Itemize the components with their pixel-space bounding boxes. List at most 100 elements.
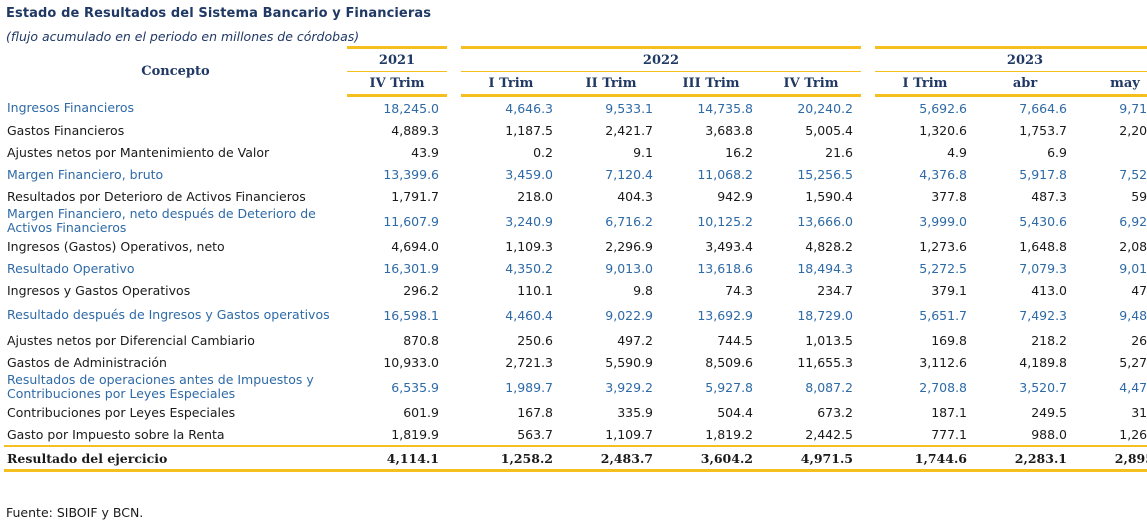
value-cell: 3,459.0 [505,166,553,182]
value-cell: 1,187.5 [505,122,553,138]
report-title: Estado de Resultados del Sistema Bancari… [6,6,432,21]
column-gap [861,235,875,257]
value-cell: 1,753.7 [1019,122,1067,138]
value-cell: 1,819.9 [391,426,439,442]
table-row: Margen Financiero, neto después de Deter… [4,207,1147,235]
year-header-row: Concepto 2021 2022 2023 [4,46,1147,79]
table-row: Ingresos y Gastos Operativos 296.2 110.1 9.… [4,279,1147,301]
column-gap [447,207,461,235]
quarter-header: I Trim [461,71,561,97]
concepto-header: Concepto [141,64,210,79]
value-cell: 3,604.2 [661,445,761,472]
quarter-header: IV Trim [347,71,447,97]
value-cell: 169.8 [931,332,967,348]
value-cell: 18,245.0 [383,100,439,116]
value-cell: 7,079.3 [1019,260,1067,276]
value-cell: 2,421.7 [605,122,653,138]
value-cell: 4,694.0 [391,238,439,254]
column-gap [861,96,875,120]
report-subtitle: (flujo acumulado en el periodo en millon… [6,29,360,44]
table-row: Ajustes netos por Mantenimiento de Valor… [4,141,1147,163]
value-cell: 379.1 [931,282,967,298]
value-cell: 18,729.0 [797,307,853,323]
value-cell: 110.1 [517,282,553,298]
value-cell: 1,273.6 [919,238,967,254]
value-cell: 7,492.3 [1019,307,1067,323]
value-cell: 5,692.6 [919,100,967,116]
value-cell: 5,430.6 [1019,213,1067,229]
row-label: Ingresos Financieros [7,99,135,115]
table-row: Gastos de Administración 10,933.0 2,721.3 5… [4,351,1147,373]
value-cell: 4,460.4 [505,307,553,323]
value-cell: 2,895.2 [1075,445,1147,472]
value-cell: 4,350.2 [505,260,553,276]
column-gap [447,279,461,301]
value-cell: 2,442.5 [805,426,853,442]
quarter-header-row: IV Trim I Trim II Trim III Trim IV Trim … [4,71,1147,97]
value-cell: 4,646.3 [505,100,553,116]
value-cell: 249.5 [1031,404,1067,420]
table-row: Ingresos Financieros 18,245.0 4,646.3 9,533… [4,96,1147,120]
value-cell: 777.1 [931,426,967,442]
column-gap [861,329,875,351]
value-cell: 594.3 [1131,188,1147,204]
value-cell: 1,109.7 [605,426,653,442]
value-cell: 11,655.3 [797,354,853,370]
row-label: Ingresos y Gastos Operativos [7,282,191,298]
value-cell: 296.2 [403,282,439,298]
value-cell: 1,109.3 [505,238,553,254]
quarter-header: II Trim [561,71,661,97]
value-cell: 4.9 [947,144,967,160]
quarter-header: I Trim [875,71,975,97]
quarter-header: may [1075,71,1147,97]
value-cell: 6.9 [1047,144,1067,160]
value-cell: 2,207.2 [1119,122,1147,138]
value-cell: 2,084.8 [1119,238,1147,254]
value-cell: 3,493.4 [705,238,753,254]
value-cell: 3,240.9 [505,213,553,229]
year-2021-header: 2021 [347,46,447,72]
column-gap [861,423,875,446]
value-cell: 6,926.0 [1119,213,1147,229]
column-gap [861,401,875,423]
value-cell: 1,320.6 [919,122,967,138]
quarter-header: IV Trim [761,71,861,97]
row-label: Resultados de operaciones antes de Impue… [7,373,314,401]
value-cell: 5,272.9 [1119,354,1147,370]
value-cell: 1,013.5 [805,332,853,348]
value-cell: 988.0 [1031,426,1067,442]
column-gap [861,141,875,163]
value-cell: 6,535.9 [391,379,439,395]
value-cell: 4,475.5 [1119,379,1147,395]
value-cell: 9.1 [633,144,653,160]
value-cell: 4,376.8 [919,166,967,182]
table-row: Gasto por Impuesto sobre la Renta 1,819.9… [4,423,1147,446]
value-cell: 4,971.5 [761,445,861,472]
column-gap [861,163,875,185]
value-cell: 13,618.6 [697,260,753,276]
value-cell: 4,889.3 [391,122,439,138]
value-cell: 311.9 [1131,404,1147,420]
value-cell: 9,718.5 [1119,100,1147,116]
table-row: Resultados por Deterioro de Activos Fina… [4,185,1147,207]
value-cell: 7,520.2 [1119,166,1147,182]
value-cell: 2,721.3 [505,354,553,370]
value-cell: 2,296.9 [605,238,653,254]
column-gap [861,279,875,301]
value-cell: 187.1 [931,404,967,420]
row-label: Resultado Operativo [7,260,135,276]
value-cell: 673.2 [817,404,853,420]
value-cell: 43.9 [411,144,439,160]
row-label: Resultado del ejercicio [4,445,347,472]
column-gap [447,185,461,207]
value-cell: 1,744.6 [875,445,975,472]
table-row: Contribuciones por Leyes Especiales 601.9… [4,401,1147,423]
value-cell: 11,068.2 [697,166,753,182]
value-cell: 563.7 [517,426,553,442]
value-cell: 5,917.8 [1019,166,1067,182]
value-cell: 377.8 [931,188,967,204]
value-cell: 13,666.0 [797,213,853,229]
value-cell: 5,272.5 [919,260,967,276]
value-cell: 5,651.7 [919,307,967,323]
value-cell: 1,258.2 [461,445,561,472]
